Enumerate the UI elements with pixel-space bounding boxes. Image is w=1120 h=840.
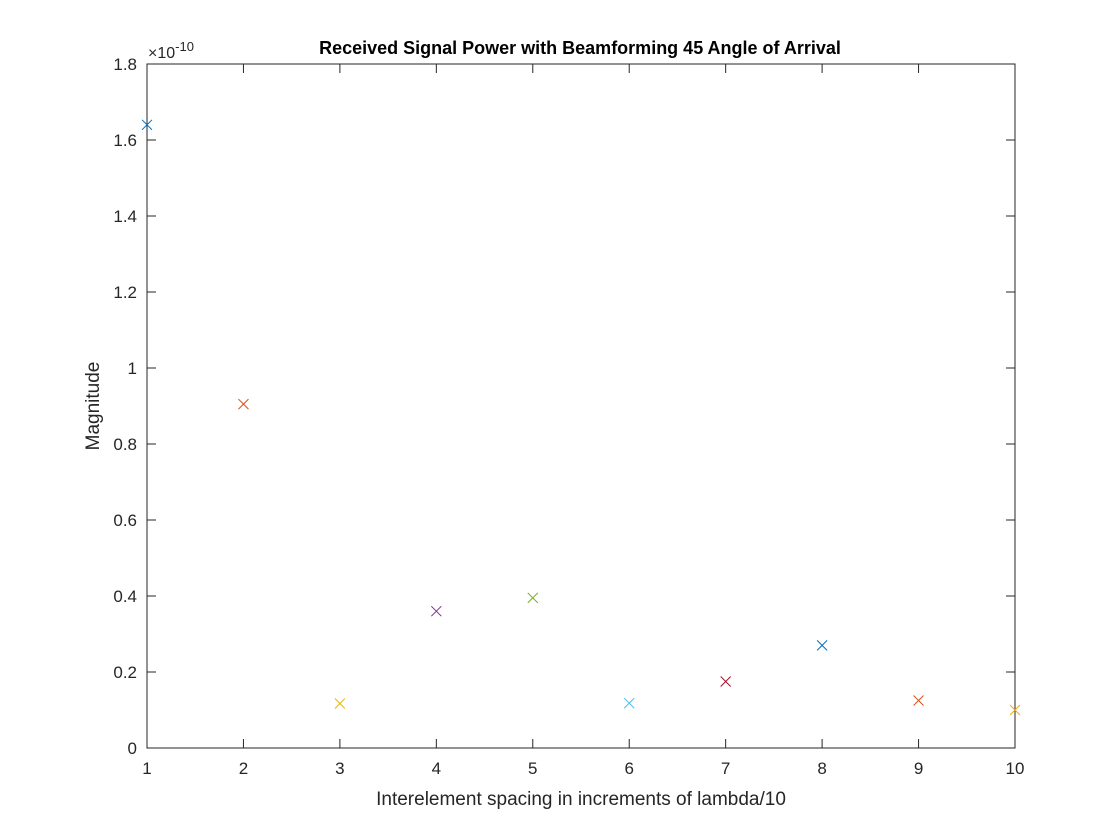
y-tick-label: 0.8: [113, 435, 137, 454]
y-tick-label: 0.4: [113, 587, 137, 606]
x-tick-label: 3: [335, 759, 344, 778]
y-tick-label: 1: [128, 359, 137, 378]
data-point-marker: [720, 676, 732, 687]
data-point-marker: [334, 698, 346, 709]
data-point-marker: [1009, 704, 1021, 716]
y-axis: 0 0.2 0.4 0.6 0.8 1 1.2 1.4 1.6 1.8: [113, 55, 1015, 758]
y-tick-label: 0.2: [113, 663, 137, 682]
y-tick-label: 1.6: [113, 131, 137, 150]
data-point-marker: [141, 119, 153, 131]
data-point-marker: [913, 695, 924, 706]
y-tick-label: 0.6: [113, 511, 137, 530]
x-axis-label: Interelement spacing in increments of la…: [376, 789, 786, 810]
x-axis: 1 2 3 4 5 6 7 8 9 10: [142, 64, 1024, 778]
x-tick-label: 7: [721, 759, 730, 778]
y-axis-label: Magnitude: [83, 362, 104, 451]
x-tick-label: 10: [1006, 759, 1025, 778]
x-tick-label: 4: [432, 759, 441, 778]
data-point-marker: [527, 592, 539, 604]
y-tick-label: 1.2: [113, 283, 137, 302]
y-tick-label: 1.8: [113, 55, 137, 74]
x-tick-label: 2: [239, 759, 248, 778]
data-point-marker: [816, 640, 828, 651]
data-point-marker: [238, 398, 249, 410]
y-exponent-prefix: ×10: [148, 45, 175, 62]
svg-text:×10-10: ×10-10: [148, 39, 194, 62]
x-tick-label: 5: [528, 759, 537, 778]
chart-title: Received Signal Power with Beamforming 4…: [319, 38, 841, 58]
y-exponent-power: -10: [175, 39, 194, 54]
y-tick-label: 1.4: [113, 207, 137, 226]
data-point-marker: [623, 697, 635, 709]
data-series: [141, 119, 1021, 716]
x-tick-label: 1: [142, 759, 151, 778]
x-tick-label: 6: [624, 759, 633, 778]
x-tick-label: 8: [817, 759, 826, 778]
x-tick-label: 9: [914, 759, 923, 778]
y-exponent-label: ×10-10: [148, 39, 194, 62]
y-tick-label: 0: [128, 739, 137, 758]
data-point-marker: [430, 605, 442, 617]
plot-area: [146, 63, 1016, 749]
